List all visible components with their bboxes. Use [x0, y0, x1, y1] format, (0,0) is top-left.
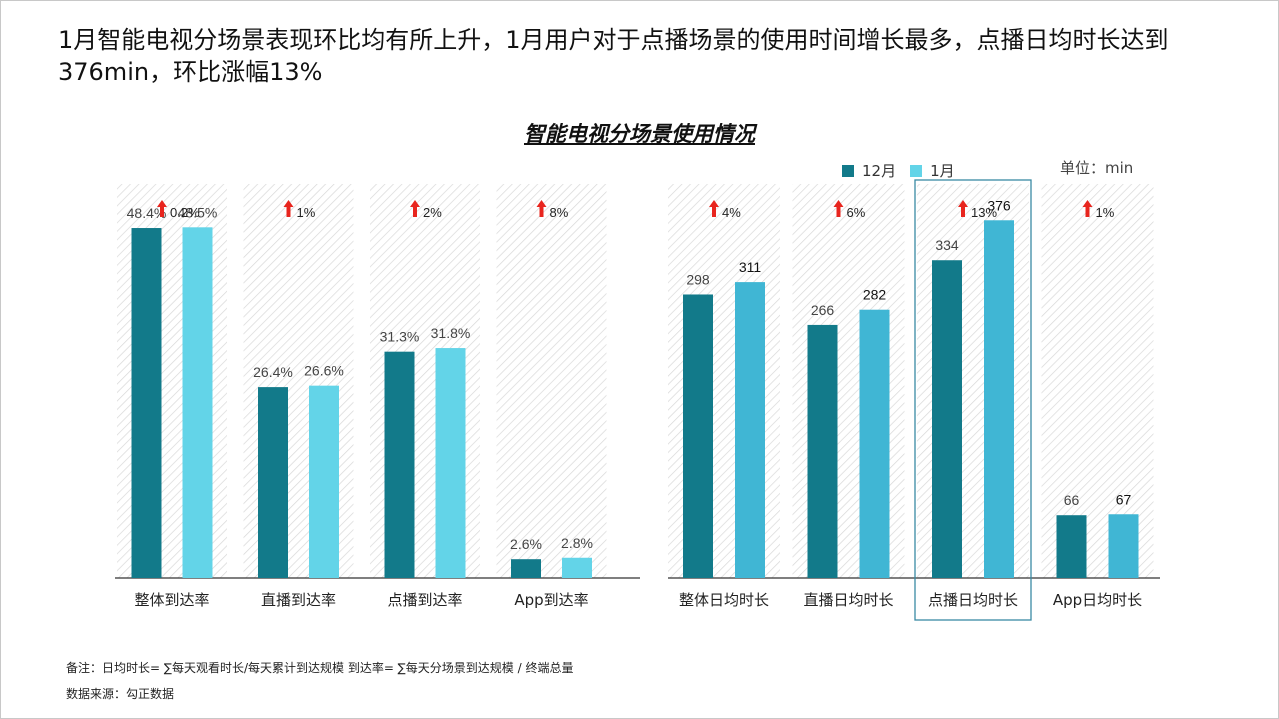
- data-label-jan: 282: [863, 287, 887, 303]
- data-label-dec: 298: [686, 271, 710, 287]
- legend-swatch-dec: [842, 164, 854, 177]
- category-label: 直播日均时长: [803, 591, 893, 609]
- growth-label: 8%: [550, 205, 569, 220]
- growth-label: 4%: [722, 205, 741, 220]
- data-label-dec: 334: [935, 237, 959, 253]
- data-label-dec: 66: [1064, 492, 1080, 508]
- up-arrow-icon: [1082, 200, 1093, 217]
- growth-indicator: 0.2%: [157, 200, 200, 220]
- growth-label: 2%: [423, 205, 442, 220]
- data-label-jan: 26.6%: [304, 363, 344, 379]
- growth-label: 1%: [297, 205, 316, 220]
- legend-item-jan: 1月: [910, 160, 955, 181]
- bar-dec: [1056, 515, 1087, 578]
- bar-dec: [258, 387, 288, 578]
- column-background: [496, 184, 607, 578]
- up-arrow-icon: [410, 200, 420, 217]
- up-arrow-icon: [536, 200, 547, 217]
- growth-label: 0.2%: [170, 205, 200, 220]
- bar-jan: [735, 282, 765, 578]
- up-arrow-icon: [157, 200, 167, 217]
- growth-indicator: 6%: [833, 200, 866, 220]
- bar-dec: [131, 228, 162, 578]
- bar-jan: [562, 557, 592, 578]
- bar-jan: [182, 227, 213, 579]
- data-label-jan: 311: [739, 259, 762, 275]
- legend-item-dec: 12月: [842, 160, 896, 181]
- category-label: 点播日均时长: [928, 591, 1018, 609]
- category-label: 点播到达率: [387, 591, 462, 609]
- bar-dec: [932, 260, 962, 578]
- bar-jan: [984, 220, 1014, 578]
- growth-indicator: 1%: [1082, 200, 1115, 220]
- up-arrow-icon: [958, 200, 968, 217]
- footnote-source: 数据来源：勾正数据: [66, 687, 175, 701]
- unit-label: 单位：min: [1060, 159, 1134, 177]
- legend-label-jan: 1月: [930, 162, 955, 180]
- data-label-jan: 67: [1116, 491, 1132, 507]
- data-label-jan: 31.8%: [431, 325, 471, 341]
- growth-indicator: 2%: [410, 200, 442, 220]
- chart-title: 智能电视分场景使用情况: [524, 122, 755, 146]
- growth-indicator: 4%: [709, 200, 741, 220]
- category-label: App日均时长: [1053, 591, 1142, 609]
- data-label-dec: 266: [811, 302, 835, 318]
- bar-dec: [683, 294, 713, 578]
- category-label: App到达率: [514, 591, 588, 609]
- category-label: 整体日均时长: [679, 591, 769, 609]
- headline: 1月智能电视分场景表现环比均有所上升，1月用户对于点播场景的使用时间增长最多，点…: [58, 26, 1169, 86]
- bar-jan: [859, 309, 890, 578]
- category-label: 整体到达率: [134, 591, 209, 609]
- data-label-dec: 2.6%: [510, 536, 542, 552]
- column-background: [1041, 184, 1154, 578]
- up-arrow-icon: [283, 200, 294, 217]
- bar-dec: [807, 324, 838, 578]
- bar-dec: [384, 351, 415, 578]
- bar-jan: [1108, 514, 1139, 578]
- up-arrow-icon: [709, 200, 719, 217]
- data-label-dec: 26.4%: [253, 364, 293, 380]
- growth-indicator: 1%: [283, 200, 316, 220]
- bar-jan: [309, 385, 339, 578]
- bar-jan: [435, 348, 466, 578]
- legend-label-dec: 12月: [862, 162, 897, 180]
- growth-indicator: 8%: [536, 200, 569, 220]
- data-label-dec: 48.4%: [127, 205, 167, 221]
- growth-label: 6%: [847, 205, 866, 220]
- growth-label: 13%: [971, 205, 997, 220]
- footnote-note: 备注：日均时长= ∑每天观看时长/每天累计到达规模 到达率= ∑每天分场景到达规…: [66, 661, 574, 675]
- data-label-jan: 48.5%: [178, 204, 218, 220]
- category-label: 直播到达率: [261, 591, 336, 609]
- growth-label: 1%: [1096, 205, 1115, 220]
- bar-dec: [511, 559, 541, 578]
- highlight-box: [914, 179, 1032, 621]
- up-arrow-icon: [833, 200, 844, 217]
- data-label-jan: 376: [987, 197, 1011, 213]
- legend: 12月 1月: [842, 160, 969, 181]
- legend-swatch-jan: [910, 164, 923, 177]
- data-label-jan: 2.8%: [561, 535, 593, 551]
- data-label-dec: 31.3%: [380, 329, 420, 345]
- growth-indicator: 13%: [958, 200, 997, 220]
